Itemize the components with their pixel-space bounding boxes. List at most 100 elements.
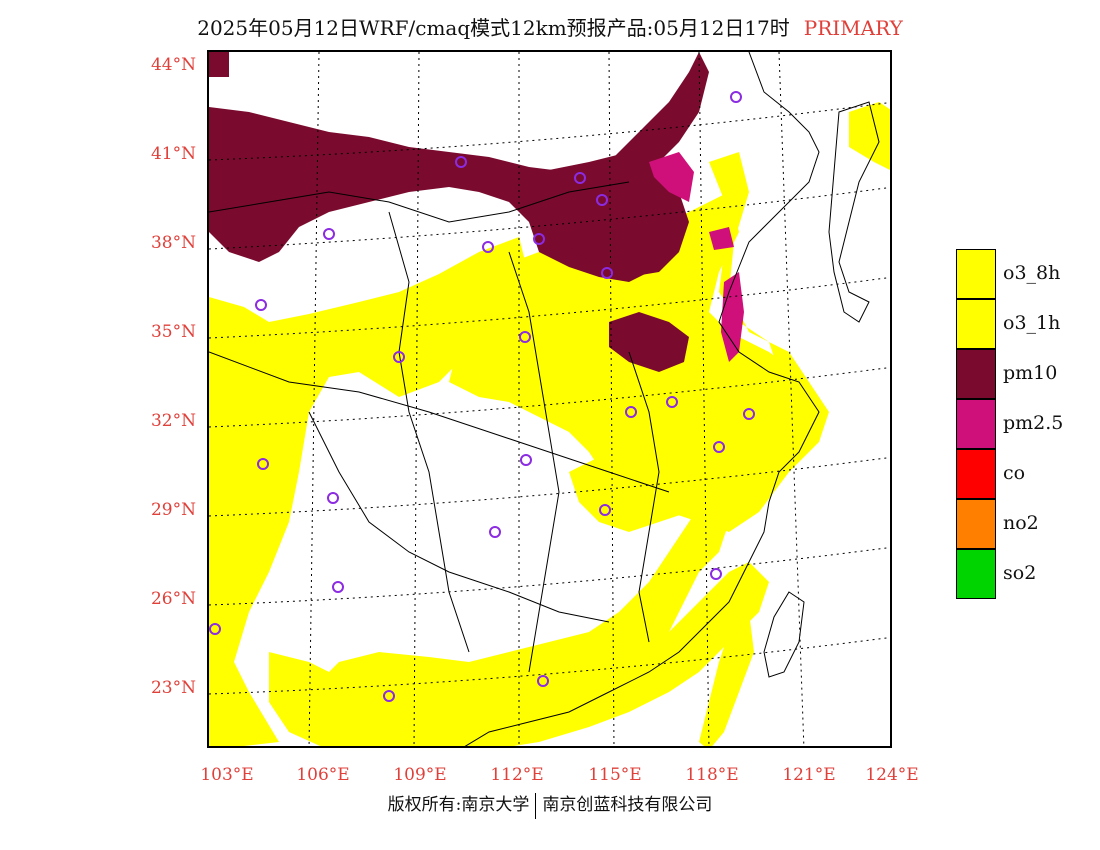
title-text: 2025年05月12日WRF/cmaq模式12km预报产品:05月12日17时 <box>197 16 790 40</box>
station-marker <box>596 194 608 206</box>
grid-lat-23 <box>209 637 890 695</box>
lat-label-44: 44°N <box>150 55 196 75</box>
lat-label-41: 41°N <box>150 144 196 164</box>
map-title: 2025年05月12日WRF/cmaq模式12km预报产品:05月12日17时 P… <box>0 12 1100 41</box>
lon-label-121: 121°E <box>782 765 836 785</box>
station-marker <box>393 351 405 363</box>
lon-label-103: 103°E <box>200 765 254 785</box>
footer-separator <box>535 792 537 819</box>
grid-lat-32 <box>209 367 890 428</box>
station-marker <box>710 568 722 580</box>
station-marker <box>519 331 531 343</box>
footer-company: 南京创蓝科技有限公司 <box>542 795 713 815</box>
grid-lon-121 <box>778 52 805 746</box>
pm10-area-shandong <box>609 312 689 372</box>
lon-label-118: 118°E <box>685 765 739 785</box>
province-line-4 <box>508 251 560 673</box>
grid-lon-106 <box>308 52 320 746</box>
station-marker <box>743 408 755 420</box>
station-marker <box>537 675 549 687</box>
station-marker <box>327 492 339 504</box>
station-marker <box>599 504 611 516</box>
station-marker <box>713 441 725 453</box>
grid-lon-109 <box>413 52 420 746</box>
legend-label: pm2.5 <box>1003 412 1064 434</box>
o3-area-sichuan-west <box>209 302 234 452</box>
copyright-footer: 版权所有:南京大学 南京创蓝科技有限公司 <box>0 790 1100 819</box>
legend-swatch <box>956 249 996 299</box>
coastline <box>464 52 820 746</box>
grid-lon-118 <box>698 52 710 746</box>
station-marker <box>255 299 267 311</box>
legend-swatch <box>956 549 996 599</box>
footer-copyright: 版权所有:南京大学 <box>387 795 530 815</box>
legend-label: no2 <box>1003 512 1039 534</box>
legend-label: o3_1h <box>1003 312 1061 334</box>
o3-area-south-coast <box>269 562 769 746</box>
lon-label-112: 112°E <box>490 765 544 785</box>
lat-label-38: 38°N <box>150 233 196 253</box>
taiwan-outline <box>763 591 805 678</box>
map-panel <box>207 50 892 748</box>
legend-swatch <box>956 399 996 449</box>
legend-swatch <box>956 499 996 549</box>
pm10-area-corner <box>209 52 229 77</box>
pollution-map <box>209 52 890 746</box>
station-marker <box>482 241 494 253</box>
station-marker <box>323 228 335 240</box>
station-marker <box>533 233 545 245</box>
primary-tag: PRIMARY <box>803 16 903 40</box>
grid-lat-26 <box>209 547 890 606</box>
station-marker <box>489 526 501 538</box>
grid-lon-115 <box>608 52 615 746</box>
station-marker <box>666 396 678 408</box>
graticule <box>209 52 890 746</box>
station-marker <box>574 172 586 184</box>
lat-label-35: 35°N <box>150 322 196 342</box>
korea-outline <box>828 101 880 323</box>
station-marker <box>730 91 742 103</box>
legend-label: so2 <box>1003 562 1037 584</box>
station-marker <box>209 623 221 635</box>
legend-label: co <box>1003 462 1026 484</box>
grid-lat-41 <box>209 102 890 161</box>
station-marker <box>383 690 395 702</box>
station-marker <box>257 458 269 470</box>
station-markers <box>209 91 755 702</box>
lat-label-32: 32°N <box>150 411 196 431</box>
lat-label-29: 29°N <box>150 500 196 520</box>
o3-area-northeast <box>849 102 890 170</box>
lat-label-23: 23°N <box>150 678 196 698</box>
pm25-areas <box>649 152 744 362</box>
legend-swatch <box>956 449 996 499</box>
boundaries <box>209 52 880 746</box>
legend-swatch <box>956 299 996 349</box>
o3-area-taiwan-strait <box>699 612 754 746</box>
station-marker <box>455 156 467 168</box>
lon-label-115: 115°E <box>588 765 642 785</box>
o3-area-yangtze <box>569 402 809 532</box>
province-line-3 <box>308 411 610 623</box>
province-line-5 <box>388 211 470 653</box>
lon-label-124: 124°E <box>865 765 919 785</box>
station-marker <box>332 581 344 593</box>
station-marker <box>520 454 532 466</box>
pm25-area-jiangsu-coast <box>721 272 744 362</box>
legend-label: pm10 <box>1003 362 1058 384</box>
grid-lat-38 <box>209 187 890 250</box>
pm25-area-tianjin <box>649 152 694 202</box>
o3-area-east-coast <box>319 152 819 746</box>
grid-lat-35 <box>209 277 890 339</box>
grid-lat-29 <box>209 457 890 517</box>
legend-swatch <box>956 349 996 399</box>
lon-label-106: 106°E <box>296 765 350 785</box>
province-line-6 <box>628 351 660 643</box>
o3-area-southwest <box>209 237 529 746</box>
pm10-area-hebei <box>539 152 689 277</box>
station-marker <box>625 406 637 418</box>
province-line-1 <box>209 181 630 223</box>
province-line-2 <box>209 351 670 493</box>
station-marker <box>601 267 613 279</box>
legend-label: o3_8h <box>1003 262 1061 284</box>
lat-label-26: 26°N <box>150 589 196 609</box>
